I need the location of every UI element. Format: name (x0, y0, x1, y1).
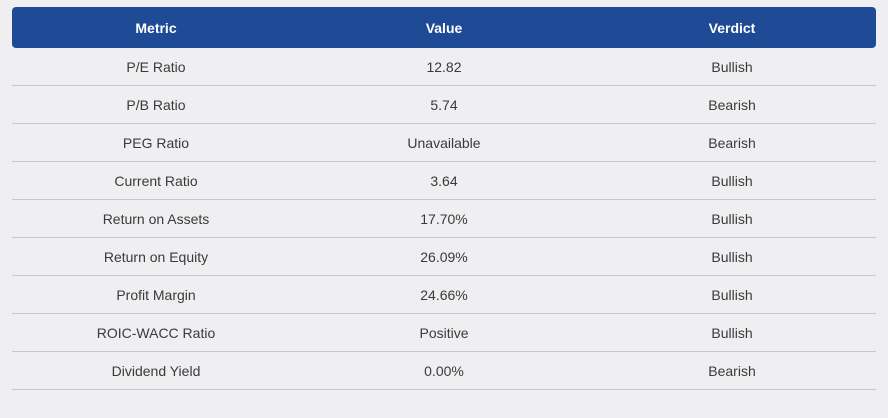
table-header: Metric Value Verdict (12, 7, 876, 48)
header-row: Metric Value Verdict (12, 7, 876, 48)
verdict-cell: Bearish (588, 124, 876, 162)
column-header-metric: Metric (12, 7, 300, 48)
value-cell: Unavailable (300, 124, 588, 162)
metric-cell: PEG Ratio (12, 124, 300, 162)
column-header-verdict: Verdict (588, 7, 876, 48)
metric-cell: ROIC-WACC Ratio (12, 314, 300, 352)
verdict-cell: Bearish (588, 86, 876, 124)
verdict-cell: Bullish (588, 48, 876, 86)
value-cell: 5.74 (300, 86, 588, 124)
verdict-cell: Bullish (588, 314, 876, 352)
metrics-table: Metric Value Verdict P/E Ratio 12.82 Bul… (12, 7, 876, 390)
metric-cell: Return on Equity (12, 238, 300, 276)
verdict-cell: Bearish (588, 352, 876, 390)
value-cell: 24.66% (300, 276, 588, 314)
metric-cell: Current Ratio (12, 162, 300, 200)
table-row: Dividend Yield 0.00% Bearish (12, 352, 876, 390)
value-cell: 3.64 (300, 162, 588, 200)
value-cell: 26.09% (300, 238, 588, 276)
metric-cell: Dividend Yield (12, 352, 300, 390)
table-row: Current Ratio 3.64 Bullish (12, 162, 876, 200)
value-cell: 0.00% (300, 352, 588, 390)
verdict-cell: Bullish (588, 238, 876, 276)
metrics-table-container: Metric Value Verdict P/E Ratio 12.82 Bul… (12, 7, 876, 390)
table-row: Return on Assets 17.70% Bullish (12, 200, 876, 238)
verdict-cell: Bullish (588, 276, 876, 314)
table-row: P/B Ratio 5.74 Bearish (12, 86, 876, 124)
table-body: P/E Ratio 12.82 Bullish P/B Ratio 5.74 B… (12, 48, 876, 390)
metric-cell: Profit Margin (12, 276, 300, 314)
metric-cell: P/E Ratio (12, 48, 300, 86)
column-header-value: Value (300, 7, 588, 48)
metric-cell: P/B Ratio (12, 86, 300, 124)
table-row: ROIC-WACC Ratio Positive Bullish (12, 314, 876, 352)
metric-cell: Return on Assets (12, 200, 300, 238)
value-cell: Positive (300, 314, 588, 352)
verdict-cell: Bullish (588, 162, 876, 200)
value-cell: 17.70% (300, 200, 588, 238)
table-row: Return on Equity 26.09% Bullish (12, 238, 876, 276)
table-row: P/E Ratio 12.82 Bullish (12, 48, 876, 86)
verdict-cell: Bullish (588, 200, 876, 238)
value-cell: 12.82 (300, 48, 588, 86)
table-row: PEG Ratio Unavailable Bearish (12, 124, 876, 162)
table-row: Profit Margin 24.66% Bullish (12, 276, 876, 314)
